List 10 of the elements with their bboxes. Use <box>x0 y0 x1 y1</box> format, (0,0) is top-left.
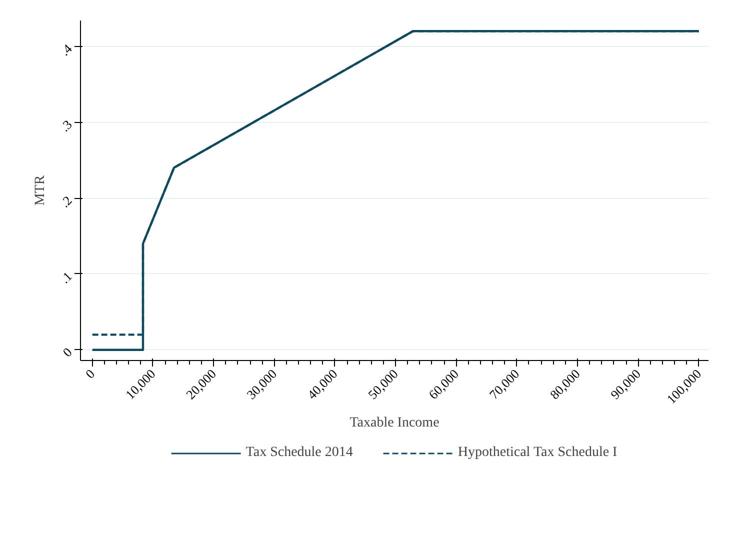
x-tick-label: 0 <box>82 366 98 382</box>
y-tick-label: .3 <box>57 116 75 134</box>
y-tick-label: .1 <box>57 268 75 286</box>
legend-label: Tax Schedule 2014 <box>246 445 353 461</box>
y-tick-label: .2 <box>57 192 75 210</box>
y-axis-title: MTR <box>33 174 48 206</box>
x-axis-title: Taxable Income <box>350 416 440 431</box>
y-tick-label: 0 <box>60 344 75 360</box>
y-tick-label: .4 <box>57 40 76 58</box>
legend-label: Hypothetical Tax Schedule I <box>458 445 618 461</box>
